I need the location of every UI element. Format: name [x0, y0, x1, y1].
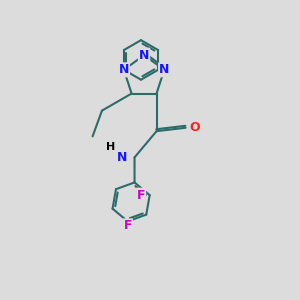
Text: N: N: [139, 49, 149, 62]
Text: F: F: [137, 189, 145, 202]
Text: H: H: [106, 142, 116, 152]
Text: O: O: [189, 121, 200, 134]
Text: F: F: [123, 219, 132, 232]
Text: N: N: [117, 151, 127, 164]
Text: N: N: [159, 63, 169, 76]
Text: N: N: [119, 63, 129, 76]
